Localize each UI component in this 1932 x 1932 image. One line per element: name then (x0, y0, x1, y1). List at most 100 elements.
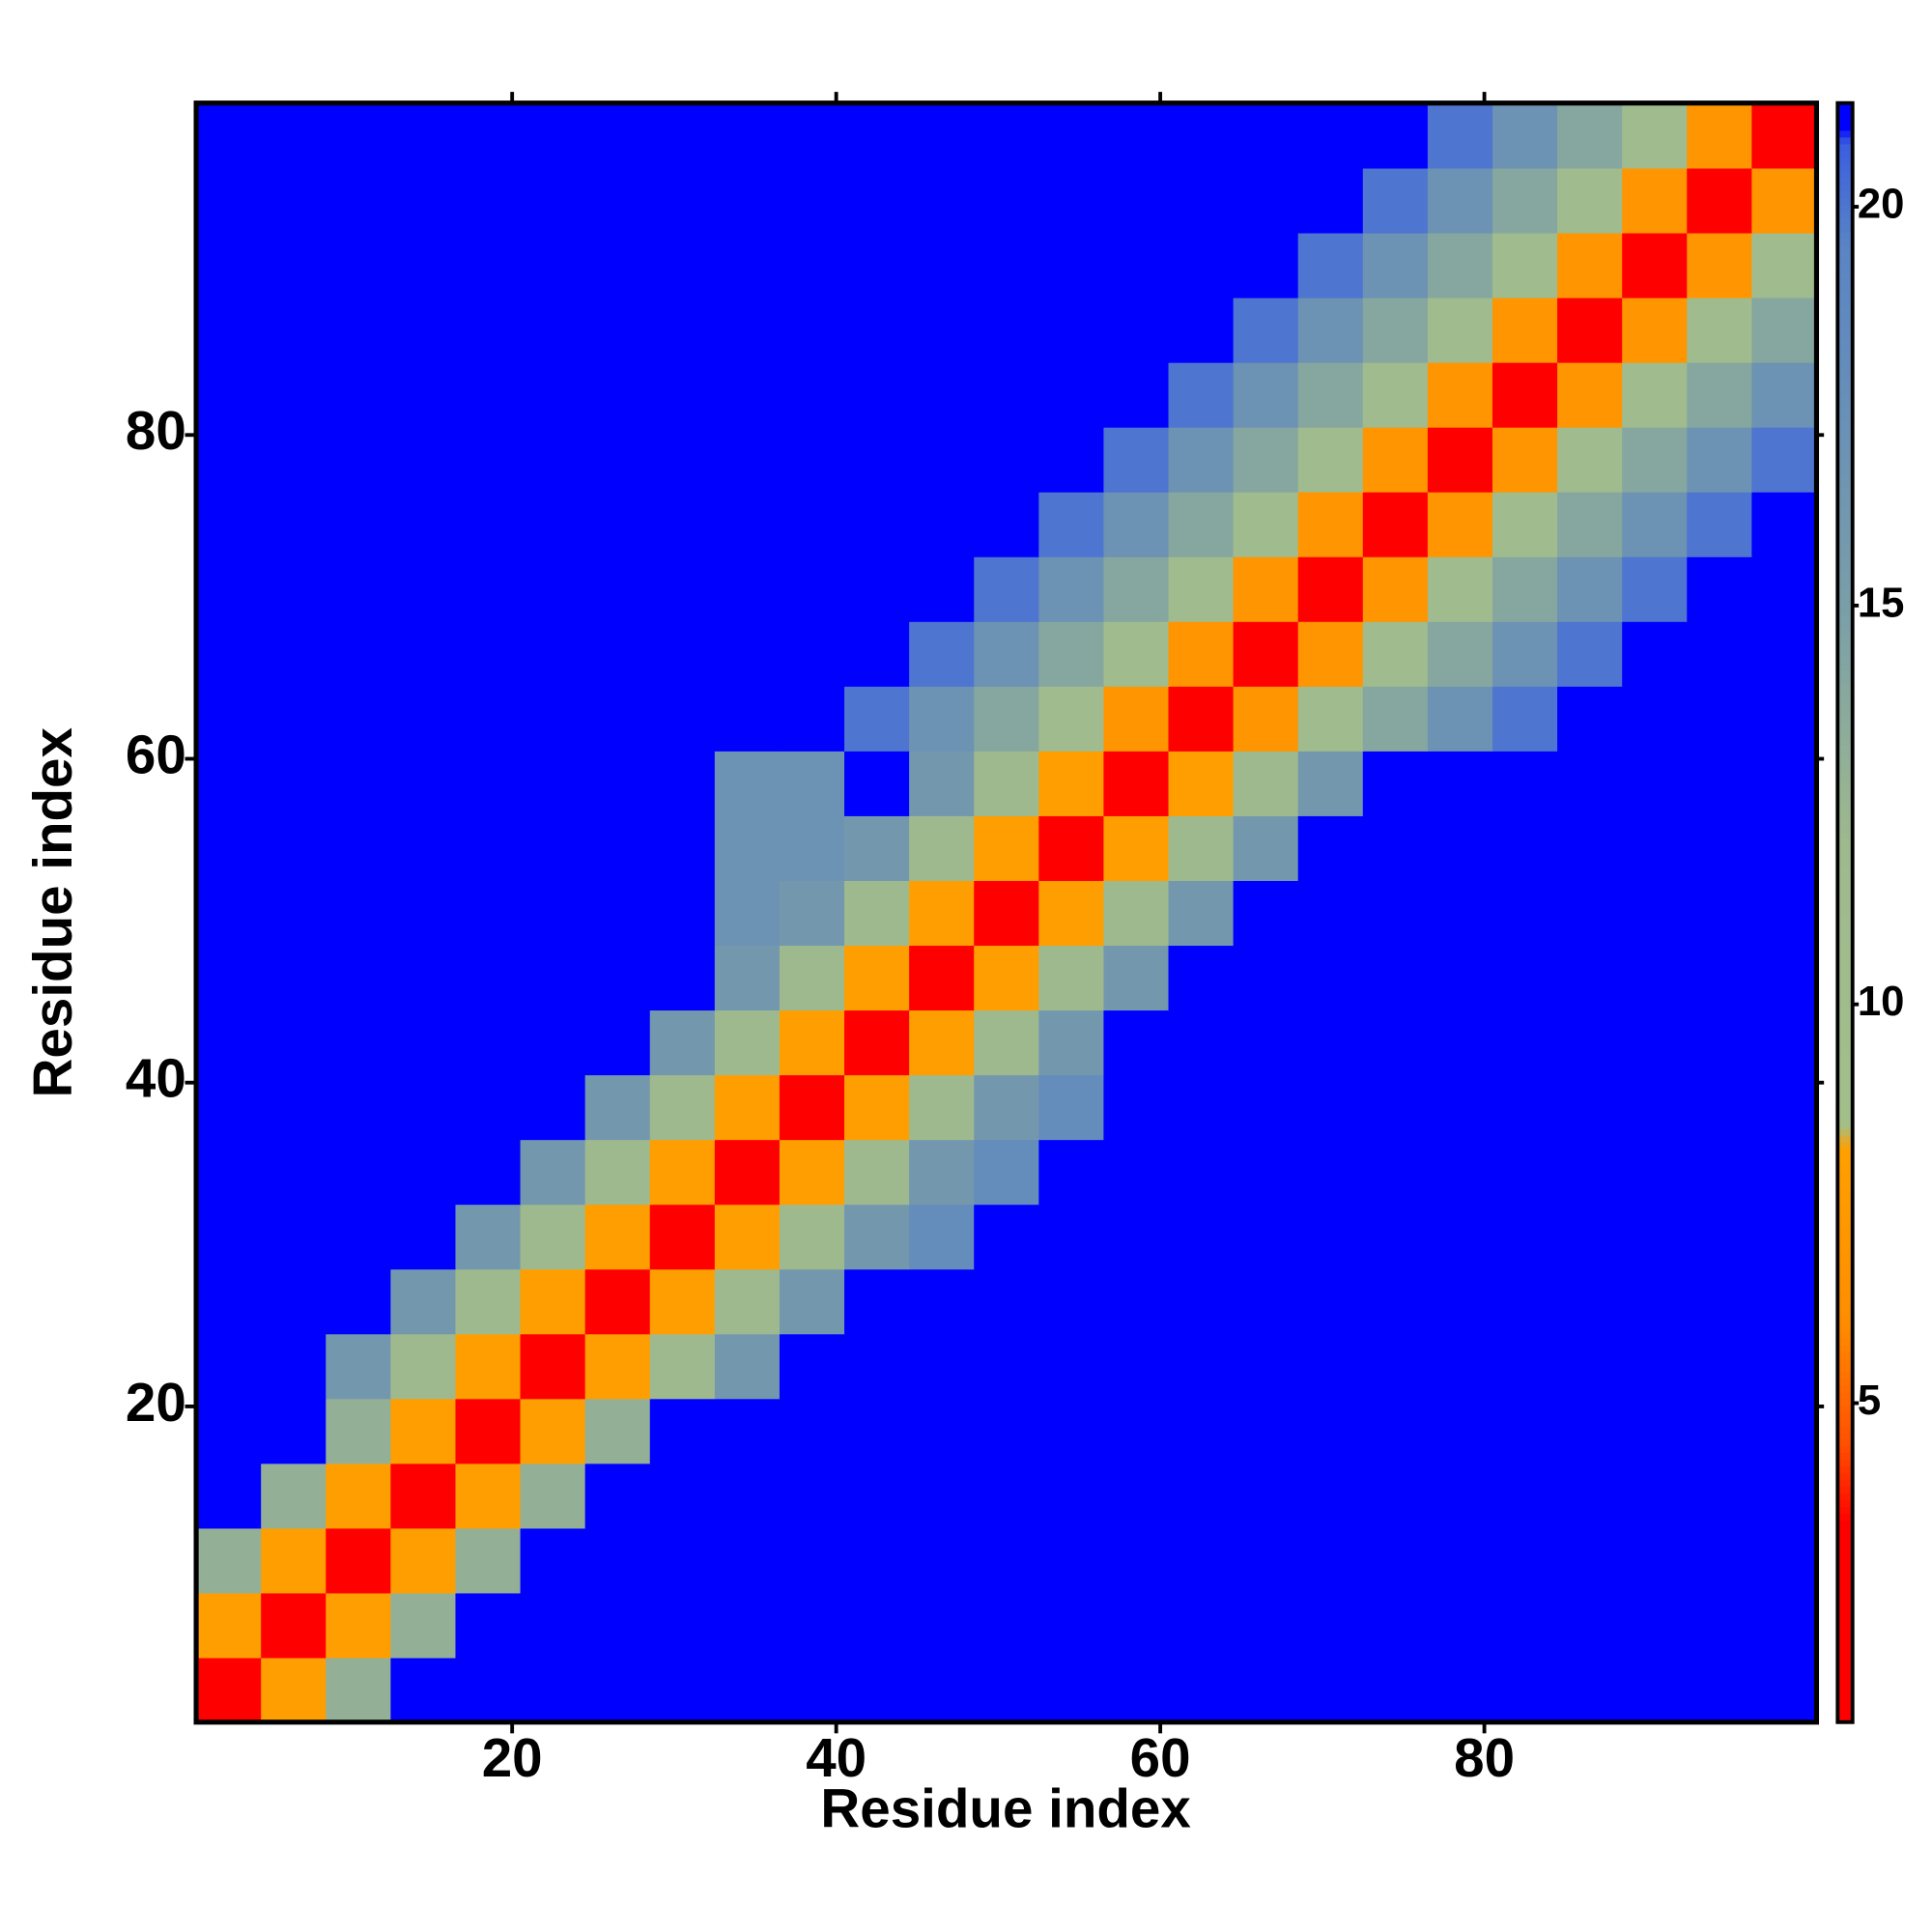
colorbar-segment (1837, 683, 1853, 692)
heatmap-cell (1297, 686, 1364, 752)
heatmap-cell (326, 1463, 392, 1529)
colorbar-segment (1837, 892, 1853, 900)
heatmap-cell (1103, 361, 1170, 428)
heatmap-cell (1687, 1074, 1753, 1141)
heatmap-cell (1168, 1463, 1235, 1529)
colorbar-segment (1837, 541, 1853, 550)
heatmap-cell (1038, 621, 1105, 687)
heatmap-cell (584, 1204, 651, 1270)
heatmap-cell (1751, 1463, 1818, 1529)
heatmap-cell (1557, 1268, 1623, 1335)
colorbar-segment (1837, 380, 1853, 387)
colorbar-segment (1837, 460, 1853, 469)
heatmap-cell (1427, 686, 1493, 752)
heatmap-cell (1492, 102, 1558, 169)
heatmap-cell (1557, 102, 1623, 169)
heatmap-cell (196, 880, 262, 947)
heatmap-cell (974, 1333, 1040, 1400)
heatmap-cell (1233, 880, 1299, 947)
heatmap-cell (1103, 945, 1170, 1011)
heatmap-cell (196, 1463, 262, 1529)
colorbar-segment (1837, 1520, 1853, 1528)
heatmap-cell (649, 686, 716, 752)
heatmap-cell (390, 232, 457, 298)
colorbar-segment (1837, 1249, 1853, 1258)
heatmap-cell (909, 1527, 975, 1594)
heatmap-cell (584, 1333, 651, 1400)
colorbar-segment (1837, 609, 1853, 617)
colorbar-segment (1837, 102, 1853, 111)
heatmap-cell (520, 1333, 586, 1400)
heatmap-cell (649, 880, 716, 947)
colorbar-segment (1837, 373, 1853, 381)
colorbar-segment (1837, 332, 1853, 340)
heatmap-cell (1751, 751, 1818, 816)
heatmap-cell (261, 945, 327, 1011)
colorbar-segment (1837, 1007, 1853, 1015)
colorbar-segment (1837, 1547, 1853, 1554)
heatmap-cell (584, 1268, 651, 1335)
heatmap-cell (1103, 751, 1170, 816)
heatmap-cell (1751, 945, 1818, 1011)
heatmap-cell (1168, 751, 1235, 816)
heatmap-cell (909, 491, 975, 557)
heatmap-cell (1427, 815, 1493, 881)
heatmap-cell (261, 880, 327, 947)
colorbar-segment (1837, 1067, 1853, 1076)
heatmap-cell (1103, 1398, 1170, 1464)
heatmap-cell (390, 167, 457, 234)
heatmap-cell (584, 945, 651, 1011)
heatmap-cell (196, 555, 262, 622)
colorbar-segment (1837, 1438, 1853, 1447)
heatmap-cell (455, 1657, 522, 1723)
heatmap-cell (649, 491, 716, 557)
heatmap-cell (1103, 1463, 1170, 1529)
heatmap-cell (520, 815, 586, 881)
colorbar-segment (1837, 1411, 1853, 1420)
colorbar-segment (1837, 1540, 1853, 1548)
heatmap-cell (1038, 945, 1105, 1011)
colorbar-segment (1837, 1209, 1853, 1217)
heatmap-cell (1557, 880, 1623, 947)
heatmap-cell (1362, 945, 1429, 1011)
colorbar-segment (1837, 211, 1853, 219)
heatmap-cell (584, 1074, 651, 1141)
heatmap-cell (1557, 945, 1623, 1011)
heatmap-cell (326, 1592, 392, 1659)
heatmap-cell (261, 1398, 327, 1464)
heatmap-cell (779, 1463, 845, 1529)
heatmap-cell (1103, 1204, 1170, 1270)
heatmap-cell (584, 361, 651, 428)
colorbar-segment (1837, 696, 1853, 705)
colorbar-segment (1837, 1647, 1853, 1656)
colorbar-segment (1837, 534, 1853, 543)
heatmap-cell (390, 1074, 457, 1141)
heatmap-cell (1557, 426, 1623, 493)
heatmap-cell (1492, 1333, 1558, 1400)
heatmap-cell (779, 555, 845, 622)
colorbar-segment (1837, 1405, 1853, 1413)
colorbar-segment (1837, 217, 1853, 226)
colorbar-segment (1837, 1506, 1853, 1515)
colorbar-segment (1837, 751, 1853, 758)
heatmap-cell (844, 491, 910, 557)
heatmap-cell (649, 167, 716, 234)
colorbar-segment (1837, 932, 1853, 941)
heatmap-cell (1168, 426, 1235, 493)
colorbar-segment (1837, 622, 1853, 631)
heatmap-cell (1427, 102, 1493, 169)
heatmap-cell (909, 621, 975, 687)
heatmap-cell (1751, 815, 1818, 881)
heatmap-cell (779, 621, 845, 687)
heatmap-cell (1557, 361, 1623, 428)
heatmap-cell (1492, 1398, 1558, 1464)
colorbar-segment (1837, 912, 1853, 921)
heatmap-cell (196, 945, 262, 1011)
heatmap-cell (1103, 232, 1170, 298)
colorbar-segment (1837, 339, 1853, 347)
heatmap-cell (649, 815, 716, 881)
heatmap-cell (649, 1463, 716, 1529)
heatmap-cell (844, 1333, 910, 1400)
y-tick-label: 60 (126, 724, 186, 784)
heatmap-cell (1687, 555, 1753, 622)
